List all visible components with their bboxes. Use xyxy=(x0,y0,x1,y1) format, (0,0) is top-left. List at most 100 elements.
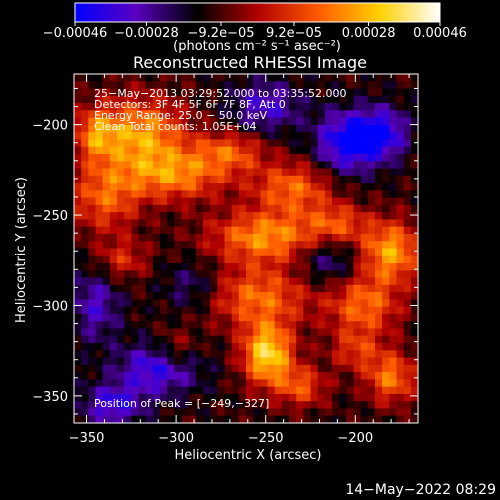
heatmap-cell xyxy=(138,335,147,344)
heatmap-cell xyxy=(281,117,290,126)
heatmap-cell xyxy=(95,292,104,300)
heatmap-cell xyxy=(246,212,254,221)
heatmap-cell xyxy=(217,313,226,322)
heatmap-cell xyxy=(339,175,347,184)
heatmap-cell xyxy=(131,350,140,359)
heatmap-cell xyxy=(324,263,333,271)
heatmap-cell xyxy=(375,357,383,366)
heatmap-cell xyxy=(260,379,269,388)
heatmap-cell xyxy=(339,168,347,177)
heatmap-cell xyxy=(117,321,125,330)
heatmap-cell xyxy=(403,255,412,264)
heatmap-cell xyxy=(339,110,347,119)
heatmap-cell xyxy=(188,168,197,177)
colorbar-tick-label: 0.00046 xyxy=(413,26,467,41)
heatmap-cell xyxy=(95,110,104,119)
heatmap-cell xyxy=(410,364,418,373)
heatmap-cell xyxy=(332,292,340,300)
heatmap-cell xyxy=(210,415,218,423)
heatmap-cell xyxy=(339,415,347,423)
heatmap-cell xyxy=(303,248,312,257)
heatmap-cell xyxy=(188,183,197,191)
heatmap-cell xyxy=(131,81,140,90)
heatmap-cell xyxy=(296,408,304,417)
heatmap-cell xyxy=(88,212,97,221)
heatmap-cell xyxy=(117,277,125,286)
heatmap-cell xyxy=(188,350,197,359)
heatmap-cell xyxy=(382,175,390,184)
heatmap-cell xyxy=(195,401,204,410)
heatmap-cell xyxy=(174,335,183,344)
heatmap-cell xyxy=(167,95,175,104)
heatmap-cell xyxy=(117,88,125,97)
heatmap-cell xyxy=(310,81,319,90)
heatmap-cell xyxy=(81,226,89,235)
heatmap-cell xyxy=(382,401,390,410)
heatmap-cell xyxy=(74,124,82,133)
heatmap-cell xyxy=(174,372,183,380)
heatmap-cell xyxy=(360,299,369,308)
heatmap-cell xyxy=(188,270,197,279)
heatmap-cell xyxy=(324,81,333,90)
heatmap-cell xyxy=(289,146,297,155)
heatmap-cell xyxy=(339,306,347,315)
heatmap-cell xyxy=(210,110,218,119)
heatmap-cell xyxy=(267,415,276,423)
heatmap-cell xyxy=(74,263,82,271)
heatmap-cell xyxy=(410,190,418,199)
heatmap-cell xyxy=(267,343,276,351)
heatmap-cell xyxy=(109,103,118,111)
heatmap-cell xyxy=(346,132,355,141)
heatmap-cell xyxy=(195,408,204,417)
heatmap-cell xyxy=(102,335,111,344)
heatmap-cell xyxy=(131,124,140,133)
heatmap-cell xyxy=(238,88,247,97)
heatmap-cell xyxy=(281,175,290,184)
heatmap-cell xyxy=(131,219,140,228)
heatmap-cell xyxy=(160,401,168,410)
heatmap-cell xyxy=(303,88,312,97)
heatmap-cell xyxy=(260,81,269,90)
heatmap-cell xyxy=(396,379,405,388)
heatmap-cell xyxy=(188,299,197,308)
heatmap-cell xyxy=(188,401,197,410)
heatmap-cell xyxy=(289,379,297,388)
heatmap-cell xyxy=(267,328,276,337)
heatmap-cell xyxy=(131,255,140,264)
heatmap-cell xyxy=(188,241,197,250)
heatmap-cell xyxy=(231,313,240,322)
heatmap-cell xyxy=(160,241,168,250)
heatmap-cell xyxy=(81,321,89,330)
heatmap-cell xyxy=(260,248,269,257)
heatmap-cell xyxy=(231,321,240,330)
heatmap-cell xyxy=(210,197,218,206)
heatmap-cell xyxy=(389,255,398,264)
heatmap-cell xyxy=(117,328,125,337)
heatmap-cell xyxy=(375,350,383,359)
heatmap-cell xyxy=(410,110,418,119)
heatmap-cell xyxy=(117,95,125,104)
heatmap-cell xyxy=(317,241,326,250)
heatmap-cell xyxy=(95,270,104,279)
heatmap-cell xyxy=(324,74,333,82)
heatmap-cell xyxy=(303,81,312,90)
heatmap-cell xyxy=(238,139,247,148)
heatmap-cell xyxy=(145,335,154,344)
heatmap-cell xyxy=(224,393,233,402)
heatmap-cell xyxy=(303,277,312,286)
heatmap-cell xyxy=(403,153,412,162)
x-tick-label: −350 xyxy=(69,431,105,446)
heatmap-cell xyxy=(353,183,362,191)
heatmap-cell xyxy=(195,81,204,90)
heatmap-cell xyxy=(389,357,398,366)
heatmap-cell xyxy=(88,248,97,257)
heatmap-cell xyxy=(253,190,261,199)
heatmap-cell xyxy=(224,372,233,380)
heatmap-cell xyxy=(346,175,355,184)
heatmap-cell xyxy=(210,270,218,279)
heatmap-cell xyxy=(145,241,154,250)
heatmap-cell xyxy=(403,415,412,423)
heatmap-cell xyxy=(339,212,347,221)
heatmap-cell xyxy=(74,299,82,308)
heatmap-cell xyxy=(367,226,376,235)
